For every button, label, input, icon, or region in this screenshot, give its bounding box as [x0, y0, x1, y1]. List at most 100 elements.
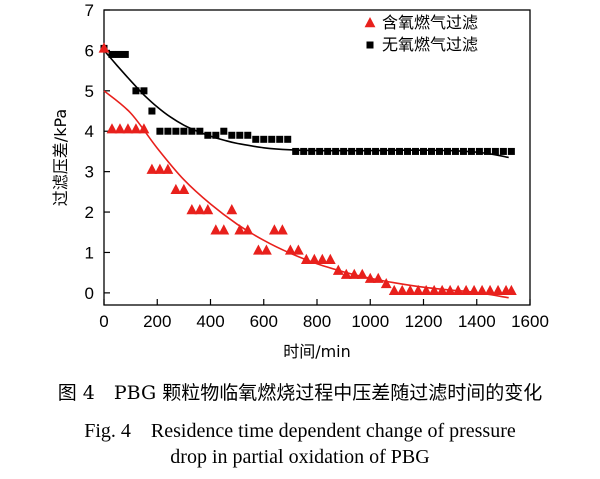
data-point-square [156, 127, 164, 135]
data-point-square [324, 147, 332, 155]
data-point-triangle [452, 284, 464, 296]
y-tick-label: 1 [85, 243, 94, 262]
x-tick-label: 1000 [351, 312, 389, 331]
data-point-triangle [308, 253, 320, 264]
data-point-triangle [98, 42, 110, 53]
axes: 0 200 400 600 800 1000 1200 1400 1600 0 1 2 3 4 5 6 7 时间/… [51, 1, 549, 361]
data-point-triangle [505, 284, 517, 296]
data-point-square [475, 147, 483, 155]
caption-english-line2: drop in partial oxidation of PBG [170, 446, 430, 468]
data-point-square [316, 147, 324, 155]
x-tick-label: 1600 [511, 312, 549, 331]
data-point-square [220, 127, 228, 135]
data-point-triangle [300, 253, 312, 264]
data-point-square [340, 147, 348, 155]
data-point-triangle [412, 284, 424, 296]
data-point-triangle [226, 204, 238, 215]
x-tick-label: 200 [143, 312, 171, 331]
data-point-triangle [162, 163, 174, 174]
data-points [98, 42, 517, 296]
data-point-square [132, 87, 140, 95]
data-point-triangle [242, 224, 254, 235]
data-point-square [115, 50, 123, 58]
data-point-square [108, 50, 116, 58]
data-point-square [204, 131, 212, 139]
y-axis-title: 过滤压差/kPa [51, 109, 70, 206]
data-point-square [364, 147, 372, 155]
data-point-triangle [468, 284, 480, 296]
legend-marker-square [366, 41, 374, 49]
caption-chinese: 图 4 PBG 颗粒物临氧燃烧过程中压差随过滤时间的变化 [57, 382, 543, 404]
data-point-square [435, 147, 443, 155]
data-point-triangle [372, 272, 384, 283]
data-point-square [491, 147, 499, 155]
data-point-square [451, 147, 459, 155]
data-point-triangle [154, 163, 166, 174]
data-point-triangle [388, 284, 400, 296]
data-point-square [412, 147, 420, 155]
data-point-square [188, 127, 196, 135]
fit-curve-series-2 [103, 49, 509, 159]
data-point-square [308, 147, 316, 155]
data-point-triangle [436, 284, 448, 296]
data-point-triangle [484, 284, 496, 296]
data-point-square [404, 147, 412, 155]
legend-label: 无氧燃气过滤 [382, 35, 478, 54]
x-tick-label: 800 [303, 312, 331, 331]
data-point-triangle [492, 284, 504, 296]
data-point-square [292, 147, 300, 155]
x-tick-label: 400 [196, 312, 224, 331]
data-point-triangle [316, 253, 328, 264]
chart: 0 200 400 600 800 1000 1200 1400 1600 0 1 2 3 4 5 6 7 时间/… [51, 1, 549, 361]
data-point-square [467, 147, 475, 155]
data-point-square [300, 147, 308, 155]
data-point-square [483, 147, 491, 155]
legend-marker-triangle [364, 17, 376, 28]
data-point-triangle [428, 284, 440, 296]
data-point-triangle [178, 183, 190, 195]
data-point-triangle [202, 204, 214, 215]
data-point-square [459, 147, 467, 155]
y-tick-label: 3 [85, 163, 94, 182]
data-point-square [244, 131, 252, 139]
data-point-square [180, 127, 188, 135]
data-point-square [228, 131, 236, 139]
data-point-triangle [234, 224, 246, 235]
data-point-triangle [332, 264, 344, 275]
data-point-triangle [146, 163, 158, 174]
data-point-square [148, 107, 156, 115]
data-point-triangle [292, 244, 304, 255]
data-point-square [172, 127, 180, 135]
data-point-triangle [138, 123, 150, 134]
y-tick-label: 6 [85, 41, 94, 60]
data-point-triangle [324, 253, 336, 264]
data-point-triangle [340, 268, 352, 279]
x-axis-title: 时间/min [283, 342, 351, 361]
caption-english-line1: Fig. 4 Residence time dependent change o… [84, 420, 516, 442]
data-point-triangle [476, 284, 488, 296]
x-tick-label: 0 [99, 312, 108, 331]
data-point-square [121, 50, 129, 58]
data-point-triangle [186, 204, 198, 215]
data-point-triangle [106, 123, 118, 134]
data-point-square [427, 147, 435, 155]
x-tick-label: 1400 [458, 312, 496, 331]
data-point-square [196, 127, 204, 135]
data-point-triangle [444, 284, 456, 296]
data-point-triangle [380, 277, 392, 289]
data-point-triangle [356, 268, 368, 279]
data-point-triangle [218, 224, 230, 235]
data-point-triangle [253, 244, 264, 255]
data-point-triangle [114, 123, 126, 134]
data-point-square [260, 135, 268, 143]
data-point-square [212, 131, 220, 139]
data-point-square [380, 147, 388, 155]
y-tick-label: 7 [85, 1, 94, 20]
x-tick-label: 1200 [405, 312, 443, 331]
data-point-square [396, 147, 404, 155]
data-point-square [420, 147, 427, 155]
legend-label: 含氧燃气过滤 [382, 13, 478, 32]
data-point-triangle [364, 272, 376, 283]
